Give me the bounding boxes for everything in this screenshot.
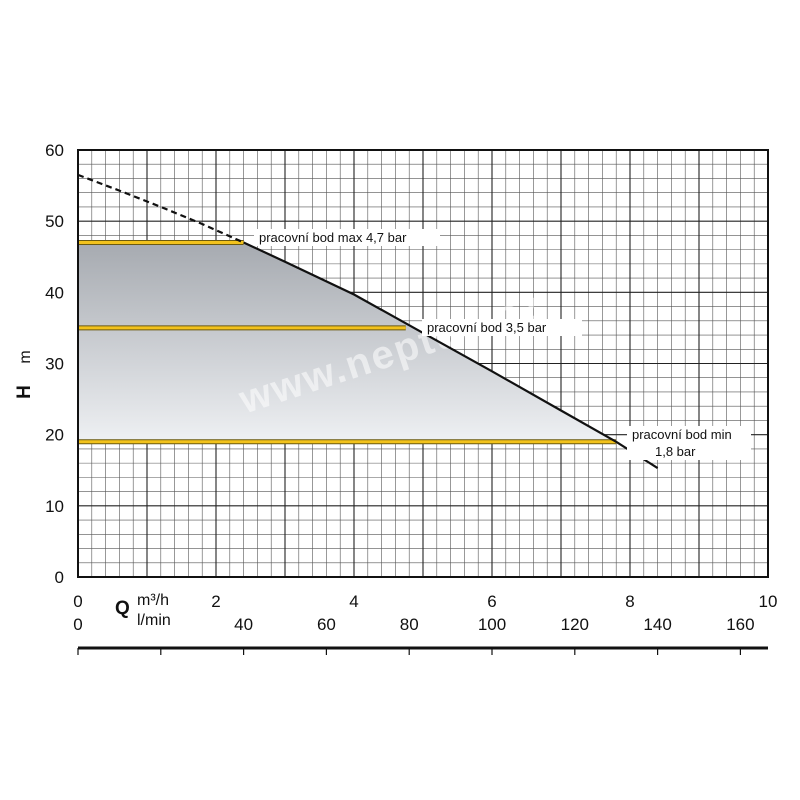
plot-frame (77, 149, 769, 578)
y-tick-label: 20 (45, 426, 64, 445)
y-tick-label: 30 (45, 355, 64, 374)
secondary-x-tick-label: 40 (234, 615, 253, 634)
annotation-mid: pracovní bod 3,5 bar (427, 320, 547, 335)
y-axis-unit: m (17, 350, 34, 363)
annotation-bg-min (627, 426, 751, 460)
annotation-max: pracovní bod max 4,7 bar (259, 230, 407, 245)
secondary-x-tick-labels: 0 40 60 80 100 120 140 160 (73, 615, 754, 634)
x-tick-label: 8 (625, 592, 634, 611)
secondary-axis-marks (77, 648, 742, 655)
y-tick-label: 60 (45, 141, 64, 160)
y-axis-symbol: H (14, 385, 35, 399)
annotation-min-line1: pracovní bod min (632, 427, 732, 442)
secondary-x-tick-label: 140 (643, 615, 671, 634)
secondary-x-tick-label: 60 (317, 615, 336, 634)
x-tick-label: 10 (759, 592, 778, 611)
y-tick-labels: 0 10 20 30 40 50 60 (45, 141, 64, 587)
y-tick-label: 50 (45, 212, 64, 231)
secondary-x-tick-label: 0 (73, 615, 82, 634)
x-axis-unit-secondary: l/min (137, 612, 171, 629)
x-tick-label: 2 (211, 592, 220, 611)
x-tick-label: 0 (73, 592, 82, 611)
annotation-bg-mid (422, 319, 582, 336)
annotation-bg-max (254, 229, 440, 246)
y-tick-label: 10 (45, 497, 64, 516)
y-tick-label: 0 (55, 568, 64, 587)
secondary-x-tick-label: 160 (726, 615, 754, 634)
working-range-area (78, 242, 617, 442)
curve-layer (77, 173, 659, 470)
y-tick-label: 40 (45, 283, 64, 302)
x-tick-labels: 0 2 4 6 8 10 (73, 592, 777, 611)
x-tick-label: 4 (349, 592, 358, 611)
x-axis-unit-primary: m³/h (137, 592, 169, 609)
annotation-min-line2: 1,8 bar (655, 444, 696, 459)
secondary-x-tick-label: 120 (561, 615, 589, 634)
working-point-lines (78, 240, 617, 445)
x-tick-label: 6 (487, 592, 496, 611)
secondary-x-tick-label: 100 (478, 615, 506, 634)
secondary-x-tick-label: 80 (400, 615, 419, 634)
pump-curve-solid (243, 241, 659, 470)
x-axis-symbol: Q (115, 598, 130, 619)
